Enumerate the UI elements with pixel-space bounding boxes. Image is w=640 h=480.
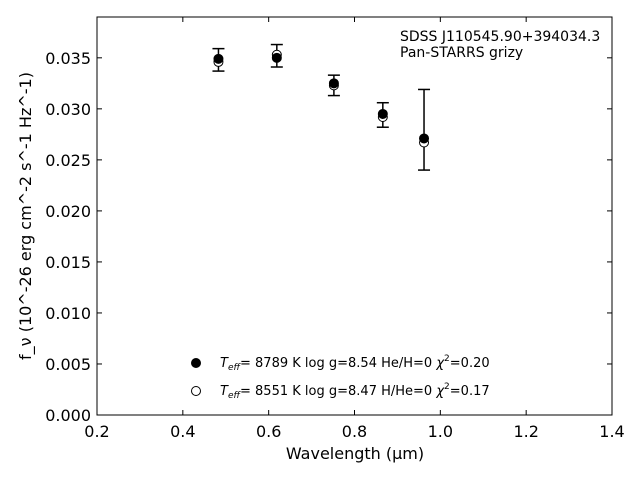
legend-entry-2: Teff= 8551 K log g=8.47 H/He=0 χ2=0.17	[220, 382, 490, 401]
model-point-filled	[328, 78, 339, 89]
data-points	[213, 49, 430, 148]
legend-logg-2: log g=8.47	[305, 384, 377, 399]
x-tick-label: 1.0	[428, 422, 453, 441]
legend-comp-2: H/He=0	[381, 384, 432, 399]
legend-entry-1: Teff= 8789 K log g=8.54 He/H=0 χ2=0.20	[220, 354, 490, 373]
x-tick-label: 1.4	[599, 422, 624, 441]
x-tick-label: 0.6	[256, 422, 281, 441]
model-point-filled	[377, 108, 388, 119]
x-axis-label: Wavelength (μm)	[286, 444, 424, 463]
model-point-filled	[213, 53, 224, 64]
legend-marker-filled	[191, 358, 201, 368]
y-tick-label: 0.010	[45, 304, 91, 323]
x-tick-label: 1.2	[513, 422, 538, 441]
model-point-filled	[419, 133, 430, 144]
x-tick-label: 0.2	[84, 422, 109, 441]
legend-logg-1: log g=8.54	[305, 356, 377, 371]
legend-teff-1: 8789 K	[255, 356, 301, 371]
model-point-filled	[271, 52, 282, 63]
legend-chi-2: =0.17	[450, 384, 490, 399]
error-bars	[212, 43, 431, 171]
y-axis-label: f_ν (10^-26 erg cm^-2 s^-1 Hz^-1)	[16, 72, 36, 360]
axis-ticks: 0.2 0.4 0.6 0.8 1.0 1.2 1.4 0.000 0.005 0.010 0.01…	[45, 17, 625, 441]
y-tick-label: 0.035	[45, 49, 91, 68]
y-tick-label: 0.025	[45, 151, 91, 170]
y-tick-label: 0.000	[45, 406, 91, 425]
legend-marker-open	[191, 386, 201, 396]
annotation-line-1: SDSS J110545.90+394034.3	[400, 29, 600, 45]
y-tick-label: 0.015	[45, 253, 91, 272]
annotation-line-2: Pan-STARRS grizy	[400, 45, 523, 61]
legend-teff-2: 8551 K	[255, 384, 301, 399]
y-tick-label: 0.005	[45, 355, 91, 374]
y-tick-label: 0.030	[45, 100, 91, 119]
x-tick-label: 0.8	[342, 422, 367, 441]
legend-chi-1: =0.20	[450, 356, 490, 371]
legend-comp-1: He/H=0	[381, 356, 432, 371]
legend: Teff= 8789 K log g=8.54 He/H=0 χ2=0.20 T…	[191, 354, 490, 401]
y-tick-label: 0.020	[45, 202, 91, 221]
x-tick-label: 0.4	[170, 422, 195, 441]
